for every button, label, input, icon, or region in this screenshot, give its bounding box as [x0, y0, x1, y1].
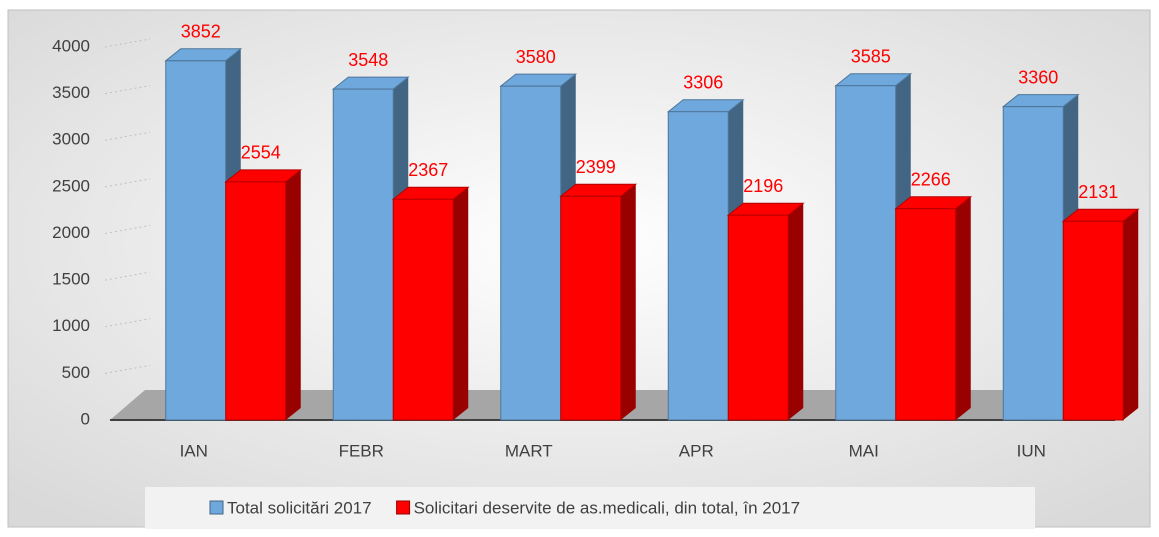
- bar-side: [620, 184, 636, 420]
- bar: [500, 85, 562, 421]
- legend-label: Total solicitări 2017: [227, 498, 372, 517]
- y-tick-label: 2000: [52, 223, 90, 242]
- legend-marker: [209, 500, 224, 515]
- y-tick-label: 2500: [52, 176, 90, 195]
- bar: [727, 214, 789, 421]
- bar: [1002, 106, 1064, 421]
- x-tick-label: FEBR: [339, 441, 384, 460]
- bar-side: [955, 196, 971, 420]
- value-label: 3306: [683, 72, 723, 92]
- value-label: 2367: [408, 160, 448, 180]
- x-tick-label: MAI: [849, 441, 879, 460]
- value-label: 3852: [181, 22, 221, 42]
- bar-side: [788, 203, 804, 420]
- bar: [225, 181, 287, 421]
- value-label: 2554: [241, 143, 281, 163]
- value-label: 2131: [1078, 182, 1118, 202]
- bar: [332, 88, 394, 421]
- legend-box: [145, 487, 1035, 529]
- bar-side: [1123, 209, 1139, 420]
- x-tick-label: MART: [505, 441, 553, 460]
- value-label: 3548: [348, 50, 388, 70]
- y-tick-label: 4000: [52, 36, 90, 55]
- bar: [392, 198, 454, 421]
- bar: [165, 60, 227, 421]
- bar: [560, 195, 622, 421]
- y-tick-label: 1500: [52, 270, 90, 289]
- value-label: 2266: [911, 169, 951, 189]
- legend-label: Solicitari deservite de as.medicali, din…: [414, 498, 800, 517]
- bar: [667, 111, 729, 421]
- legend-marker: [396, 500, 411, 515]
- x-tick-label: APR: [679, 441, 714, 460]
- value-label: 2196: [743, 176, 783, 196]
- value-label: 2399: [576, 157, 616, 177]
- value-label: 3585: [851, 46, 891, 66]
- bar-side: [453, 187, 469, 420]
- bar: [835, 85, 897, 421]
- y-tick-label: 3500: [52, 83, 90, 102]
- y-tick-label: 0: [81, 409, 90, 428]
- value-label: 3580: [516, 47, 556, 67]
- x-tick-label: IAN: [180, 441, 208, 460]
- bar: [895, 208, 957, 421]
- x-tick-label: IUN: [1017, 441, 1046, 460]
- bar-side: [285, 169, 301, 420]
- y-tick-label: 1000: [52, 316, 90, 335]
- bar: [1062, 220, 1124, 421]
- y-tick-label: 500: [62, 363, 90, 382]
- y-tick-label: 3000: [52, 130, 90, 149]
- value-label: 3360: [1018, 67, 1058, 87]
